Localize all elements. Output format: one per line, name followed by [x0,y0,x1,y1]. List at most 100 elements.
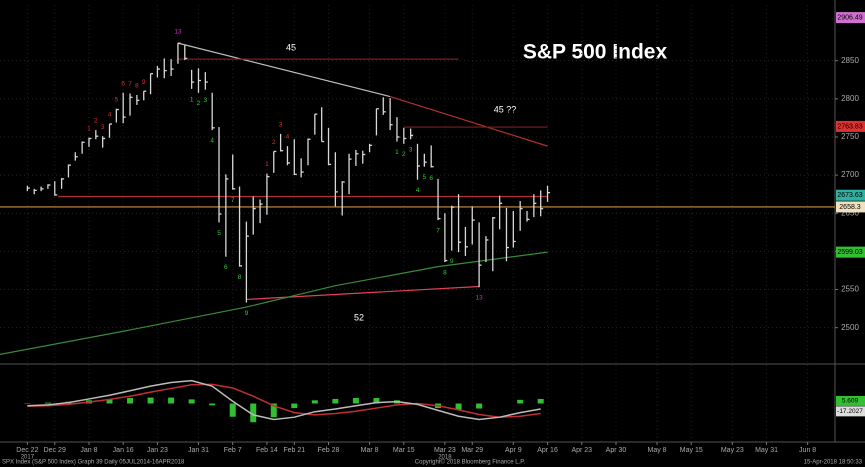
td-count: 4 [416,187,420,194]
td-count: 4 [108,112,112,119]
td-count: 9 [450,258,454,265]
signal-line [27,383,541,418]
year-label: 2018 [438,455,452,461]
x-tick-label: Feb 14 [256,447,278,454]
td-count: 2 [402,151,406,158]
x-tick-label: May 8 [648,447,667,454]
histogram-bar [229,403,236,417]
histogram-bar [332,398,339,404]
td-count: 7 [128,81,132,88]
trend-line [177,42,391,98]
td-count: 13 [475,295,483,302]
td-count: 1 [190,96,194,103]
td-count: 13 [174,28,182,35]
histogram-bar [537,398,544,404]
price-tag [836,246,865,258]
td-count: 3 [101,124,105,131]
annotation: 45 [286,42,296,52]
x-tick-label: Mar 29 [461,447,483,454]
histogram-bar [311,400,318,404]
td-count: 1 [87,125,91,132]
trend-line [389,95,548,147]
x-tick-label: Dec 29 [44,447,66,454]
y-tick-label: 2800 [841,94,859,103]
x-tick-label: Mar 8 [361,447,379,454]
td-count: 2 [272,139,276,146]
footer-right: 15-Apr-2018 18:50:33 [804,460,863,466]
histogram-bar [517,399,524,404]
td-count: 3 [204,97,208,104]
y-tick-label: 2650 [841,208,859,217]
td-count: 1 [395,149,399,156]
y-tick-label: 2550 [841,285,859,294]
histogram-bar [168,397,175,404]
histogram-bar [209,403,216,406]
x-tick-label: Jan 31 [188,447,209,454]
histogram-bar [106,399,113,404]
histogram-bar [352,398,359,404]
annotation: 45 ?? [494,104,517,114]
td-count: 6 [224,264,228,271]
td-count: 7 [231,197,235,204]
td-count: 5 [423,174,427,181]
td-count: 6 [121,80,125,87]
x-tick-label: Apr 30 [606,447,627,454]
price-tag [836,201,865,213]
x-tick-label: May 15 [680,447,703,454]
price-tag [836,189,865,201]
x-tick-label: May 31 [755,447,778,454]
price-tag-label: 2763.83 [837,123,862,130]
osc-tag [836,395,865,406]
td-count: 5 [217,230,221,237]
x-tick-label: Apr 16 [537,447,558,454]
chart-title: S&P 500 Index [523,41,668,64]
price-tag [836,12,865,24]
macd-line [27,379,541,421]
year-label: 2017 [21,455,35,461]
td-count: 3 [279,121,283,128]
x-tick-label: Apr 9 [505,447,522,454]
x-tick-label: Mar 15 [393,447,415,454]
histogram-bar [147,397,154,404]
price-tag-label: 2906.49 [837,14,862,21]
osc-tag-label: -17.2027 [837,408,863,415]
trend-line [0,251,548,355]
x-tick-label: May 23 [721,447,744,454]
histogram-bar [291,403,298,409]
td-count: 8 [238,274,242,281]
td-count: 8 [135,83,139,90]
annotation: 52 [354,312,364,322]
price-tag-label: 2673.63 [837,192,862,199]
osc-tag [836,406,865,417]
y-tick-label: 2750 [841,132,859,141]
x-tick-label: Jan 23 [147,447,168,454]
x-tick-label: Jan 16 [113,447,134,454]
histogram-bar [250,403,257,423]
td-count: 7 [436,228,440,235]
x-tick-label: Feb 21 [283,447,305,454]
histogram-bar [127,398,134,404]
price-tag-label: 2599.03 [837,249,862,256]
histogram-bar [373,398,380,404]
histogram-bar [44,402,51,404]
td-count: 2 [94,118,98,125]
td-count: 2 [197,100,201,107]
td-count: 4 [210,138,214,145]
x-tick-label: Apr 23 [571,447,592,454]
x-tick-label: Feb 7 [224,447,242,454]
x-tick-label: Jun 8 [799,447,816,454]
y-tick-label: 2700 [841,170,859,179]
histogram-bar [455,403,462,410]
td-count: 9 [245,310,249,317]
td-count: 8 [443,269,447,276]
x-tick-label: Jan 8 [80,447,97,454]
footer-left: SPX Index (S&P 500 Index) Graph 39 Daily… [2,460,185,466]
x-tick-label: Dec 22 [16,447,38,454]
histogram-bar [188,399,195,404]
y-tick-label: 2850 [841,56,859,65]
td-count: 5 [115,96,119,103]
histogram-bar [270,403,277,418]
